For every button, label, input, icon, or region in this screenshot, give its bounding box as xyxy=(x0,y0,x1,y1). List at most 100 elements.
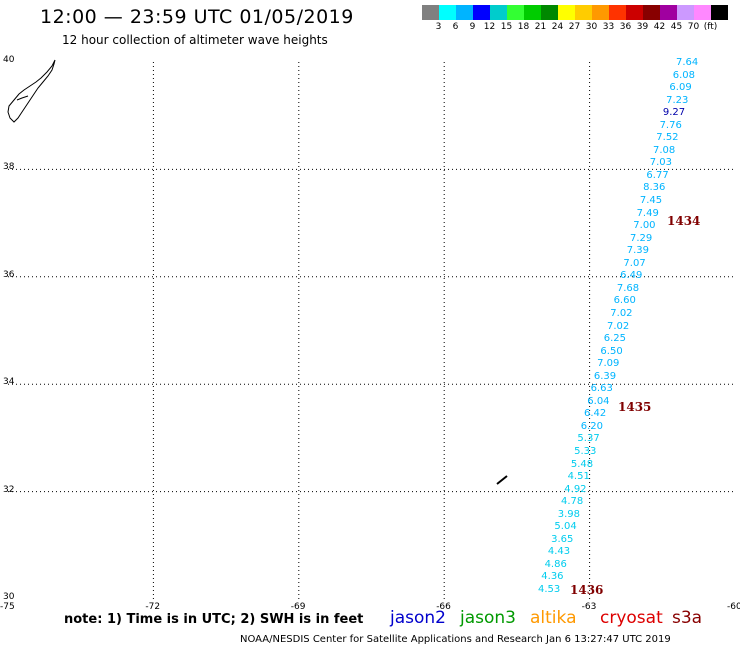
gridlines xyxy=(8,62,735,599)
page-subtitle: 12 hour collection of altimeter wave hei… xyxy=(62,33,328,47)
wave-height-value: 4.51 xyxy=(567,471,590,483)
legend-tick-label: 27 xyxy=(568,22,581,32)
wave-height-value: 9.27 xyxy=(662,107,686,119)
wave-height-value: 8.36 xyxy=(643,182,666,194)
legend-swatch xyxy=(575,5,592,20)
wave-height-value: 7.76 xyxy=(659,119,682,131)
legend-tick-label: 36 xyxy=(619,22,632,32)
legend-swatch xyxy=(524,5,541,20)
wave-height-value: 6.08 xyxy=(672,69,695,81)
satellite-label: altika xyxy=(530,608,577,628)
legend-tick-label: 21 xyxy=(534,22,547,32)
y-tick-label: 30 xyxy=(3,592,15,602)
legend-swatch xyxy=(660,5,677,20)
legend-tick-label: 15 xyxy=(500,22,513,32)
y-tick-label: 38 xyxy=(3,162,15,173)
footer-credit: NOAA/NESDIS Center for Satellite Applica… xyxy=(240,634,671,645)
coastline-detail xyxy=(16,95,29,101)
y-tick-label: 36 xyxy=(3,269,15,280)
legend-tick-label: 18 xyxy=(517,22,530,32)
x-tick-label: -69 xyxy=(290,602,306,612)
legend-swatch xyxy=(490,5,507,20)
wave-height-value: 4.43 xyxy=(547,546,571,558)
y-tick-label: 34 xyxy=(3,377,15,388)
wave-height-value: 7.23 xyxy=(666,94,689,106)
x-tick-label: -63 xyxy=(581,602,597,612)
wave-height-value: 7.64 xyxy=(676,57,699,68)
wave-height-value: 6.09 xyxy=(669,82,692,94)
pass-time-label: 1435 xyxy=(618,400,652,414)
y-tick-label: 40 xyxy=(3,55,15,65)
pass-time-label: 1434 xyxy=(667,214,701,228)
wave-height-value: 7.00 xyxy=(633,220,656,232)
legend-swatch xyxy=(609,5,626,20)
wave-height-value: 5.04 xyxy=(554,521,577,533)
wave-height-value: 7.02 xyxy=(607,320,630,332)
legend-tick-label: 33 xyxy=(602,22,615,32)
island-bermuda xyxy=(496,475,508,485)
y-tick-label: 32 xyxy=(3,484,15,495)
wave-height-value: 3.98 xyxy=(557,508,580,520)
legend-swatch xyxy=(558,5,575,20)
legend-tick-label: (ft) xyxy=(703,22,718,32)
wave-height-value: 6.42 xyxy=(584,408,607,420)
legend-swatch xyxy=(643,5,660,20)
legend-swatch xyxy=(456,5,473,20)
pass-time-label: 1436 xyxy=(570,583,604,597)
note-text: note: 1) Time is in UTC; 2) SWH is in fe… xyxy=(64,612,364,627)
wave-height-value: 7.49 xyxy=(636,207,659,219)
legend-tick-label: 45 xyxy=(670,22,683,32)
wave-height-value: 6.50 xyxy=(600,345,623,357)
satellite-label: cryosat xyxy=(600,608,663,628)
wave-height-value: 7.45 xyxy=(639,195,663,207)
wave-height-value: 7.07 xyxy=(623,257,646,269)
legend-swatch xyxy=(507,5,524,20)
wave-height-value: 7.52 xyxy=(656,132,679,144)
legend-swatch xyxy=(473,5,490,20)
satellite-label: jason2 xyxy=(390,608,446,628)
legend-swatch xyxy=(541,5,558,20)
legend-tick-label: 12 xyxy=(483,22,496,32)
legend-tick-label: 30 xyxy=(585,22,598,32)
wave-height-value: 4.86 xyxy=(544,558,567,570)
satellite-label: jason3 xyxy=(460,608,516,628)
legend-swatch xyxy=(694,5,711,20)
wave-height-value: 6.63 xyxy=(590,383,613,395)
color-legend-bar xyxy=(422,5,728,20)
legend-tick-label: 70 xyxy=(687,22,700,32)
legend-swatch xyxy=(439,5,456,20)
legend-swatch xyxy=(711,5,728,20)
wave-height-value: 7.09 xyxy=(597,358,620,370)
legend-tick-label: 24 xyxy=(551,22,564,32)
wave-height-value: 6.77 xyxy=(646,169,669,181)
legend-swatch xyxy=(422,5,439,20)
wave-height-value: 6.25 xyxy=(603,333,626,345)
wave-height-value: 4.92 xyxy=(564,483,587,495)
wave-height-value: 5.33 xyxy=(574,445,597,457)
wave-height-value: 4.53 xyxy=(538,584,561,595)
wave-height-value: 6.60 xyxy=(613,295,636,307)
wave-height-value: 6.39 xyxy=(593,370,617,382)
x-tick-label: -75 xyxy=(0,602,15,612)
wave-height-value: 4.78 xyxy=(561,496,584,508)
x-tick-label: -66 xyxy=(436,602,451,612)
wave-height-value: 5.37 xyxy=(577,433,600,445)
legend-tick-label: 6 xyxy=(452,22,459,32)
wave-height-value: 5.48 xyxy=(570,458,594,470)
wave-height-value: 6.04 xyxy=(587,395,610,407)
page-title: 12:00 — 23:59 UTC 01/05/2019 xyxy=(40,6,354,28)
legend-swatch xyxy=(592,5,609,20)
legend-tick-label: 9 xyxy=(469,22,476,32)
wave-height-value: 7.08 xyxy=(653,144,676,156)
legend-swatch xyxy=(626,5,643,20)
wave-height-value: 7.03 xyxy=(649,157,672,169)
wave-height-value: 6.49 xyxy=(620,270,643,282)
wave-height-value: 7.68 xyxy=(616,282,640,294)
satellite-label: s3a xyxy=(672,608,703,628)
wave-height-value: 7.39 xyxy=(626,245,649,257)
x-tick-label: -72 xyxy=(145,602,161,612)
legend-tick-label: 3 xyxy=(435,22,442,32)
legend-swatch xyxy=(677,5,694,20)
legend-tick-label: 42 xyxy=(653,22,666,32)
